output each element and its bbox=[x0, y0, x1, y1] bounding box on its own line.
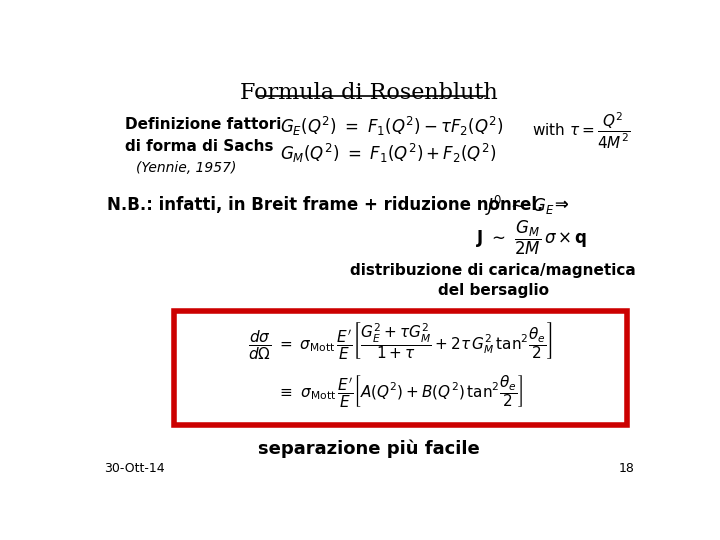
Text: Formula di Rosenbluth: Formula di Rosenbluth bbox=[240, 82, 498, 104]
Text: separazione più facile: separazione più facile bbox=[258, 439, 480, 457]
Text: Definizione fattori
di forma di Sachs: Definizione fattori di forma di Sachs bbox=[125, 117, 282, 154]
Text: N.B.: infatti, in Breit frame + riduzione nonrel.  ⇒: N.B.: infatti, in Breit frame + riduzion… bbox=[107, 195, 569, 214]
Text: distribuzione di carica/magnetica
del bersaglio: distribuzione di carica/magnetica del be… bbox=[350, 264, 636, 298]
Text: $G_M(Q^2) \ = \ F_1(Q^2) + F_2(Q^2)$: $G_M(Q^2) \ = \ F_1(Q^2) + F_2(Q^2)$ bbox=[280, 142, 496, 165]
Text: $G_E(Q^2) \ = \ F_1(Q^2) - \tau F_2(Q^2)$: $G_E(Q^2) \ = \ F_1(Q^2) - \tau F_2(Q^2)… bbox=[280, 115, 503, 138]
Text: 18: 18 bbox=[618, 462, 634, 475]
Text: (Yennie, 1957): (Yennie, 1957) bbox=[137, 161, 237, 175]
Text: $J^0 \ \sim \ G_E$: $J^0 \ \sim \ G_E$ bbox=[485, 194, 555, 218]
Text: $\equiv \ \sigma_{\mathrm{Mott}}\, \dfrac{E^{\prime}}{E} \left[A(Q^2) + B(Q^2)\,: $\equiv \ \sigma_{\mathrm{Mott}}\, \dfra… bbox=[277, 373, 523, 409]
Text: 30-Ott-14: 30-Ott-14 bbox=[104, 462, 165, 475]
Text: $\mathbf{J} \ \sim \ \dfrac{G_M}{2M}\,\sigma \times \mathbf{q}$: $\mathbf{J} \ \sim \ \dfrac{G_M}{2M}\,\s… bbox=[476, 219, 588, 257]
Text: $\mathrm{with}\ \tau = \dfrac{Q^2}{4M^2}$: $\mathrm{with}\ \tau = \dfrac{Q^2}{4M^2}… bbox=[532, 111, 630, 151]
Text: $\dfrac{d\sigma}{d\Omega} \ = \ \sigma_{\mathrm{Mott}}\, \dfrac{E^{\prime}}{E} \: $\dfrac{d\sigma}{d\Omega} \ = \ \sigma_{… bbox=[248, 320, 553, 361]
FancyBboxPatch shape bbox=[174, 311, 627, 425]
